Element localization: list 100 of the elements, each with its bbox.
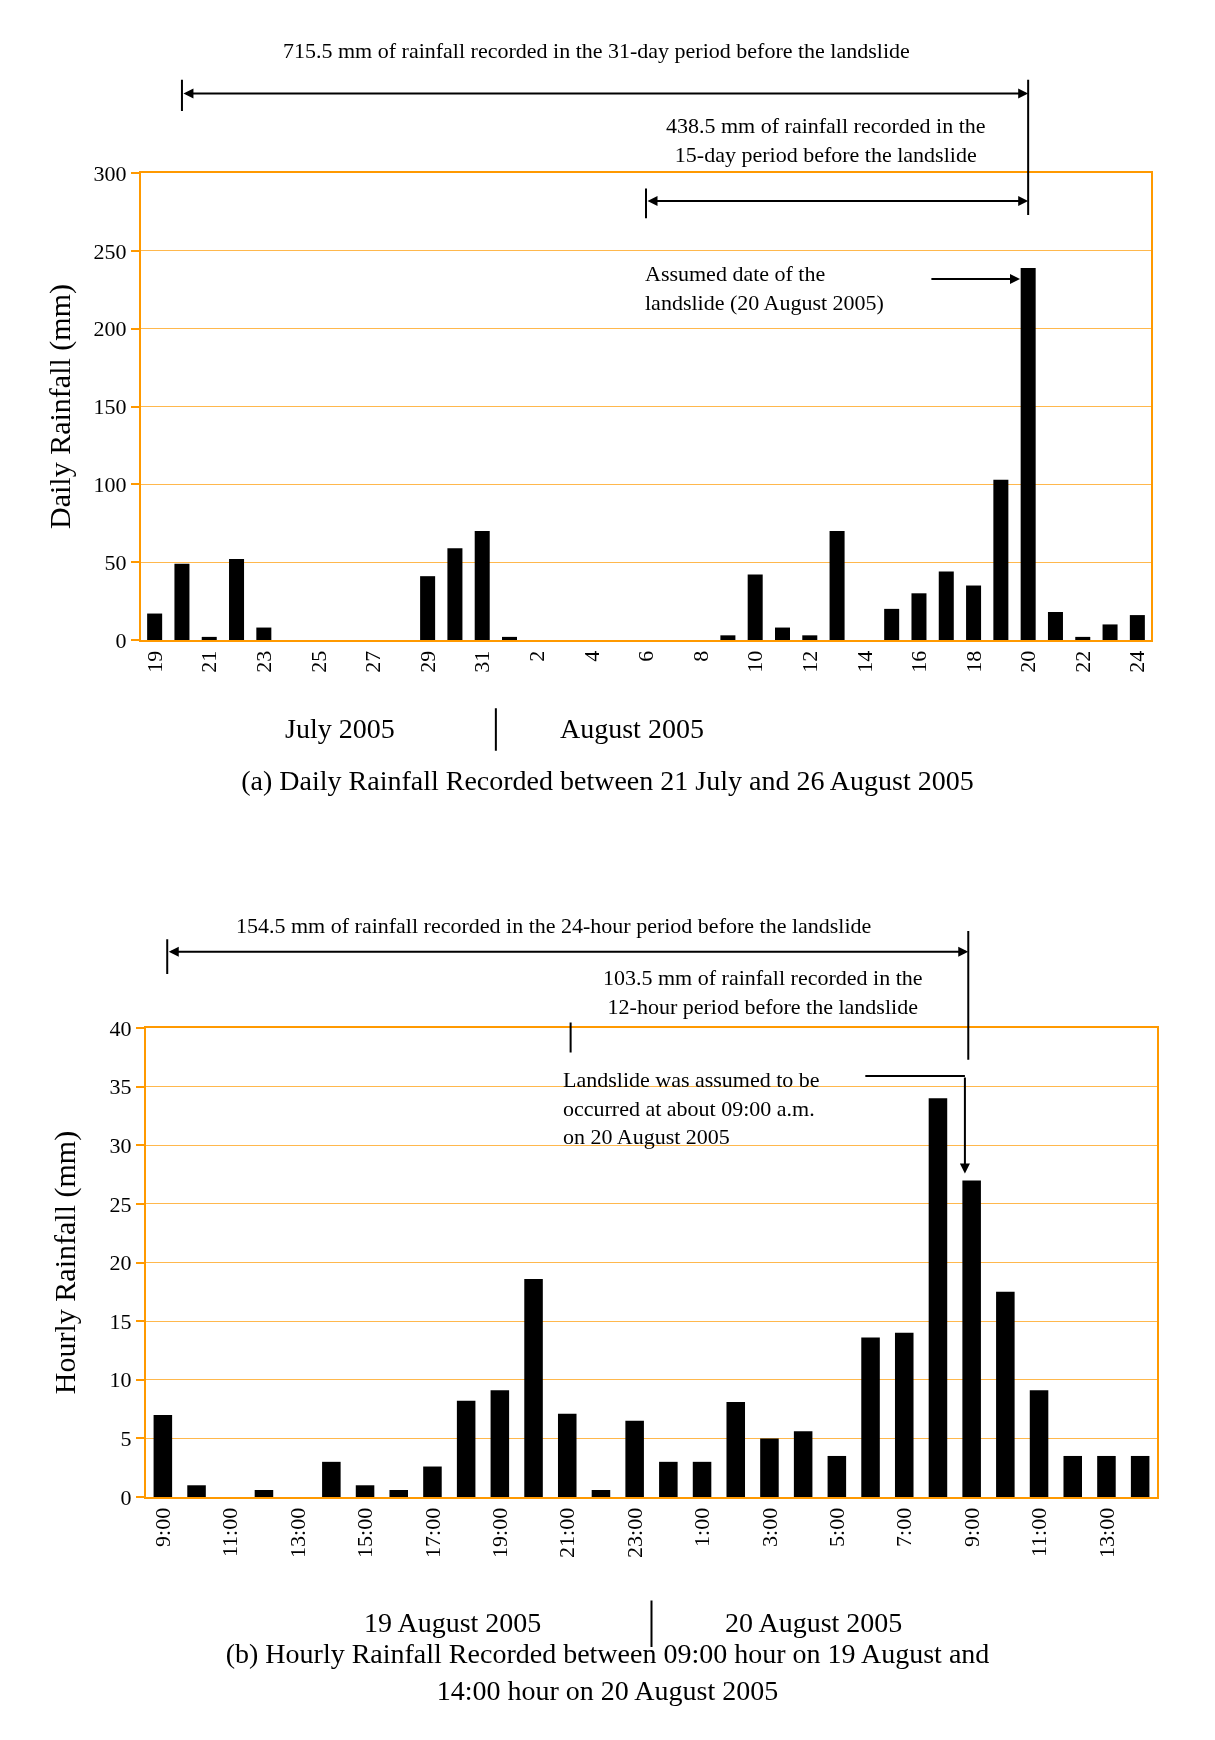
x-tick-label: 7:00	[891, 1507, 917, 1547]
x-tick-label: 17:00	[419, 1507, 445, 1558]
bar	[827, 1455, 847, 1497]
bar	[1129, 615, 1145, 640]
bar	[692, 1461, 712, 1497]
bar	[1063, 1455, 1083, 1497]
x-tick-label: 15:00	[352, 1507, 378, 1558]
x-tick-label: 5:00	[824, 1507, 849, 1547]
x-tick-label: 13:00	[1093, 1507, 1119, 1558]
x-tick-label: 19	[141, 650, 167, 673]
bar	[966, 585, 982, 640]
x-tick-label: 10	[742, 650, 768, 673]
text: August 2005	[560, 713, 704, 744]
bar	[229, 559, 245, 640]
bar	[884, 608, 900, 640]
bar	[389, 1489, 409, 1497]
bar	[502, 636, 518, 640]
y-tick-label: 25	[109, 1191, 132, 1217]
x-tick-label: 23:00	[621, 1507, 647, 1558]
bar	[1020, 267, 1036, 640]
text: 103.5 mm of rainfall recorded in the 12-hour period before the landslide	[603, 965, 923, 1019]
annotation: Landslide was assumed to be occurred at about 09:00 a.m. on 20 August 2005	[563, 1067, 820, 1150]
bar	[1075, 636, 1091, 640]
bar	[829, 531, 845, 640]
x-tick-label: 27	[360, 650, 386, 673]
bar	[1097, 1455, 1116, 1497]
bar	[747, 574, 763, 640]
y-tick-label: 20	[109, 1250, 132, 1276]
bar	[490, 1390, 510, 1497]
text: (a) Daily Rainfall Recorded between 21 July and 26 August 2005	[241, 764, 974, 796]
bar	[187, 1485, 206, 1497]
x-tick-label: 1:00	[689, 1507, 715, 1547]
x-tick-label: 21:00	[554, 1507, 580, 1558]
bar	[524, 1278, 543, 1497]
bar	[256, 627, 272, 640]
x-tick-label: 21	[196, 650, 222, 673]
x-tick-label: 4	[578, 650, 604, 662]
x-tick-label: 22	[1069, 650, 1095, 673]
x-tick-label: 29	[414, 650, 440, 673]
bar	[447, 548, 463, 640]
x-tick-label: 23	[250, 650, 276, 673]
bar	[659, 1461, 678, 1497]
y-axis-title: Daily Rainfall (mm)	[43, 284, 77, 529]
y-tick-label: 10	[109, 1367, 132, 1393]
bar	[1130, 1455, 1150, 1497]
text: July 2005	[285, 713, 395, 744]
bar	[174, 563, 190, 640]
bar	[911, 593, 927, 640]
bar	[153, 1414, 173, 1497]
x-tick-label: 16	[906, 650, 932, 673]
bar	[423, 1466, 442, 1497]
y-tick-label: 0	[120, 1484, 132, 1510]
y-tick-label: 0	[115, 627, 127, 653]
bar	[557, 1413, 577, 1497]
x-tick-label: 18	[960, 650, 986, 673]
x-tick-label: 25	[305, 650, 331, 673]
y-tick-label: 100	[93, 472, 127, 498]
bar	[625, 1420, 644, 1497]
bar	[861, 1337, 880, 1497]
bar	[938, 571, 954, 640]
bar	[1029, 1390, 1049, 1497]
y-axis-title: Hourly Rainfall (mm)	[48, 1130, 82, 1395]
bar	[474, 531, 490, 640]
bar	[928, 1098, 948, 1497]
bar	[1102, 624, 1118, 640]
text: 20 August 2005	[725, 1607, 903, 1638]
bar	[774, 627, 790, 640]
text: 154.5 mm of rainfall recorded in the 24-hour period before the landslide	[236, 913, 872, 938]
x-tick-label: 6	[633, 650, 659, 662]
y-tick-label: 40	[109, 1015, 132, 1041]
y-tick-label: 50	[104, 549, 127, 575]
bar	[894, 1332, 914, 1497]
bar	[355, 1485, 375, 1497]
text: 715.5 mm of rainfall recorded in the 31-day period before the landslide	[283, 38, 910, 63]
x-tick-label: 8	[687, 650, 713, 662]
text: 438.5 mm of rainfall recorded in the 15-day period before the landslide	[666, 113, 986, 167]
bar	[591, 1489, 611, 1497]
x-tick-label: 9:00	[958, 1507, 984, 1547]
bar	[793, 1431, 813, 1497]
x-tick-label: 24	[1124, 650, 1150, 673]
bar	[760, 1438, 779, 1497]
x-tick-label: 13:00	[284, 1507, 310, 1558]
bar	[1047, 611, 1063, 640]
y-tick-label: 250	[93, 238, 127, 264]
bar	[726, 1402, 746, 1497]
y-tick-label: 150	[93, 394, 127, 420]
x-tick-label: 20	[1015, 650, 1041, 673]
annotation: Assumed date of the landslide (20 August 2005)	[645, 261, 884, 315]
y-tick-label: 35	[109, 1074, 132, 1100]
x-tick-label: 3:00	[756, 1507, 782, 1547]
x-tick-label: 11:00	[217, 1507, 243, 1558]
bar	[996, 1291, 1015, 1497]
x-tick-label: 11:00	[1026, 1507, 1052, 1558]
y-tick-label: 5	[120, 1426, 132, 1452]
bar	[456, 1400, 476, 1497]
bar	[147, 613, 163, 640]
x-tick-label: 14	[851, 650, 877, 673]
x-tick-label: 31	[469, 650, 495, 673]
y-tick-label: 15	[109, 1308, 132, 1334]
y-tick-label: 300	[93, 160, 127, 186]
